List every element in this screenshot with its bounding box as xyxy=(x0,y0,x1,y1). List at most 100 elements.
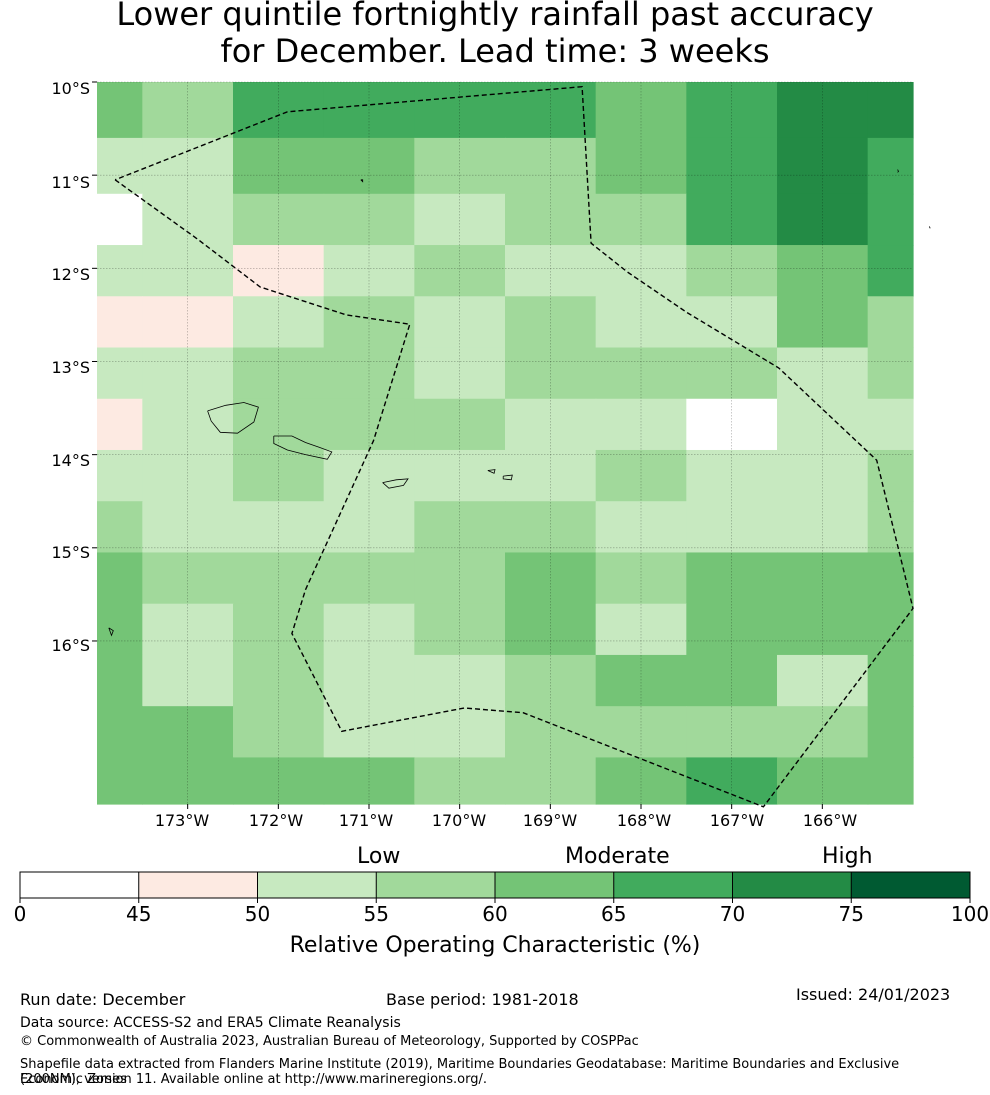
data-source: Data source: ACCESS-S2 and ERA5 Climate … xyxy=(20,1015,401,1031)
grid-cell xyxy=(777,757,869,805)
chart-title: Lower quintile fortnightly rainfall past… xyxy=(0,0,990,70)
colorbar-segment xyxy=(257,872,377,898)
grid-cell xyxy=(233,296,325,349)
grid-cell xyxy=(686,501,778,554)
grid-cell xyxy=(595,603,687,656)
grid-cell xyxy=(867,501,914,554)
grid-cell xyxy=(505,501,597,554)
grid-cell xyxy=(686,603,778,656)
grid-cell xyxy=(595,296,687,349)
grid-cell xyxy=(867,654,914,707)
island-niuafoou xyxy=(108,627,114,637)
grid-cell xyxy=(414,347,506,400)
lat-label-15s: 15°S xyxy=(51,543,90,562)
lon-label-171w: 171°W xyxy=(338,811,394,830)
grid-cell xyxy=(142,82,234,139)
grid-cell xyxy=(97,757,143,805)
grid-cell xyxy=(142,245,234,297)
grid-cell xyxy=(414,296,506,349)
grid-cell xyxy=(505,552,597,605)
grid-cell xyxy=(777,193,869,246)
grid-cell xyxy=(867,193,914,246)
grid-cell xyxy=(867,552,914,605)
grid-cell xyxy=(323,193,415,246)
island-swains xyxy=(360,179,364,183)
grid-cell xyxy=(233,654,325,707)
lat-label-14s: 14°S xyxy=(51,451,90,470)
grid-cell xyxy=(505,245,597,297)
lon-label-168w: 168°W xyxy=(616,811,672,830)
grid-cell xyxy=(595,137,687,195)
colorbar-segment xyxy=(20,872,139,898)
lon-label-170w: 170°W xyxy=(431,811,487,830)
grid-cell xyxy=(233,757,325,805)
grid-cell xyxy=(414,137,506,195)
grid-cell xyxy=(97,137,143,195)
grid-cell xyxy=(505,757,597,805)
grid-cell xyxy=(142,449,234,502)
grid-cell xyxy=(142,706,234,759)
grid-cell xyxy=(867,245,914,297)
axis-ticks xyxy=(92,81,823,809)
grid-cell xyxy=(777,82,869,139)
grid-cell xyxy=(686,449,778,502)
eez-boundary-line xyxy=(114,85,914,808)
grid-cell xyxy=(233,552,325,605)
issued-date: Issued: 24/01/2023 xyxy=(796,985,951,1004)
grid-cell xyxy=(97,449,143,502)
grid-cell xyxy=(233,706,325,759)
colorbar xyxy=(19,871,971,903)
colorbar-tick-label: 0 xyxy=(13,902,27,926)
colorbar-tick-label: 50 xyxy=(244,902,271,926)
grid-cell xyxy=(505,82,597,139)
grid-cell xyxy=(686,193,778,246)
grid-cell xyxy=(867,449,914,502)
lat-label-12s: 12°S xyxy=(51,265,90,284)
grid-cell xyxy=(97,296,143,349)
grid-cell xyxy=(686,245,778,297)
grid-cell xyxy=(414,82,506,139)
grid-cell xyxy=(414,603,506,656)
title-line-1: Lower quintile fortnightly rainfall past… xyxy=(116,0,874,33)
grid-cell xyxy=(97,347,143,400)
lat-label-13s: 13°S xyxy=(51,358,90,377)
grid-cell xyxy=(777,552,869,605)
grid-cell xyxy=(777,654,869,707)
grid-cell xyxy=(323,82,415,139)
roc-grid-cells xyxy=(97,82,914,805)
grid-cell xyxy=(142,137,234,195)
grid-cell xyxy=(595,82,687,139)
lon-label-167w: 167°W xyxy=(709,811,765,830)
colorbar-segment xyxy=(851,872,970,898)
grid-cell xyxy=(867,347,914,400)
grid-cell xyxy=(777,501,869,554)
grid-cell xyxy=(505,347,597,400)
grid-cell xyxy=(595,347,687,400)
grid-cell xyxy=(233,449,325,502)
grid-cell xyxy=(595,245,687,297)
grid-cell xyxy=(97,193,143,246)
grid-cell xyxy=(686,654,778,707)
grid-cell xyxy=(777,449,869,502)
island-tutuila xyxy=(382,478,409,489)
grid-cell xyxy=(233,398,325,451)
island-atafu xyxy=(897,169,899,173)
grid-cell xyxy=(233,347,325,400)
grid-cell xyxy=(505,296,597,349)
grid-cell xyxy=(686,757,778,805)
category-high-label: High xyxy=(822,844,873,869)
grid-cell xyxy=(97,398,143,451)
colorbar-segment xyxy=(613,872,733,898)
grid-cell xyxy=(777,296,869,349)
lon-label-169w: 169°W xyxy=(522,811,578,830)
lon-label-173w: 173°W xyxy=(154,811,210,830)
grid-cell xyxy=(686,82,778,139)
grid-cell xyxy=(686,706,778,759)
grid-cell xyxy=(867,137,914,195)
colorbar-segment xyxy=(732,872,852,898)
eez-boundary xyxy=(114,85,914,808)
lat-label-10s: 10°S xyxy=(51,79,90,98)
grid-cell xyxy=(777,245,869,297)
shapefile-credit-line-1: Shapefile data extracted from Flanders M… xyxy=(20,1057,900,1087)
grid-cell xyxy=(595,193,687,246)
